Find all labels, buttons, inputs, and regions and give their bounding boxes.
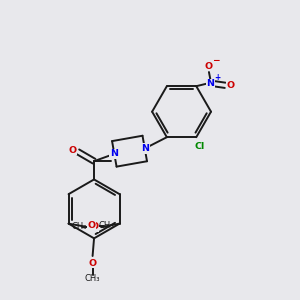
Text: −: − — [212, 56, 219, 65]
Text: CH₃: CH₃ — [85, 274, 100, 283]
Text: CH₃: CH₃ — [72, 222, 87, 231]
Text: O: O — [88, 259, 97, 268]
Text: CH₃: CH₃ — [99, 221, 114, 230]
Text: O: O — [68, 146, 76, 155]
Text: Cl: Cl — [194, 142, 204, 151]
Text: O: O — [87, 221, 95, 230]
Text: N: N — [110, 149, 118, 158]
Text: O: O — [91, 222, 99, 231]
Text: O: O — [205, 62, 213, 71]
Text: N: N — [141, 144, 149, 153]
Text: N: N — [206, 79, 214, 88]
Text: O: O — [227, 81, 235, 90]
Text: +: + — [214, 73, 220, 82]
